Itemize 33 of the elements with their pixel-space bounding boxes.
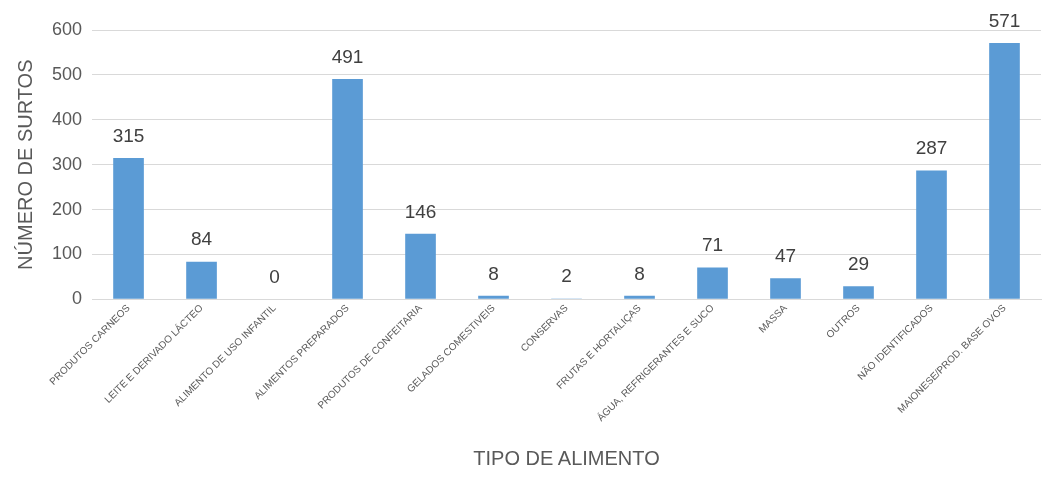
data-label: 571 (988, 9, 1021, 31)
y-tick-label: 400 (51, 108, 83, 129)
data-label: 146 (404, 200, 437, 222)
y-tick-label: 200 (51, 198, 83, 219)
data-label: 71 (701, 234, 724, 256)
bar (843, 286, 874, 299)
bar (113, 157, 144, 299)
x-axis-title: TIPO DE ALIMENTO (473, 446, 660, 469)
data-label: 8 (634, 262, 645, 284)
data-label: 315 (112, 124, 145, 146)
data-label: 2 (561, 265, 572, 287)
bar (332, 78, 363, 299)
y-axis-title: NÚMERO DE SURTOS (13, 59, 36, 270)
bar (916, 170, 947, 299)
y-tick-label: 300 (51, 153, 83, 174)
data-label: 29 (847, 253, 870, 275)
data-label: 0 (269, 266, 280, 288)
bar (624, 295, 655, 299)
y-tick-label: 600 (51, 18, 83, 39)
bar (186, 261, 217, 299)
data-label: 491 (331, 45, 364, 67)
bar (989, 43, 1020, 299)
y-tick-label: 100 (51, 243, 83, 264)
y-tick-label: 0 (72, 288, 83, 309)
data-label: 8 (488, 262, 499, 284)
bar (770, 278, 801, 299)
data-label: 47 (774, 244, 797, 266)
y-tick-label: 500 (51, 63, 83, 84)
bar (405, 233, 436, 299)
data-label: 287 (915, 137, 948, 159)
data-label: 84 (190, 228, 213, 250)
bar (478, 295, 509, 299)
bar (697, 267, 728, 299)
